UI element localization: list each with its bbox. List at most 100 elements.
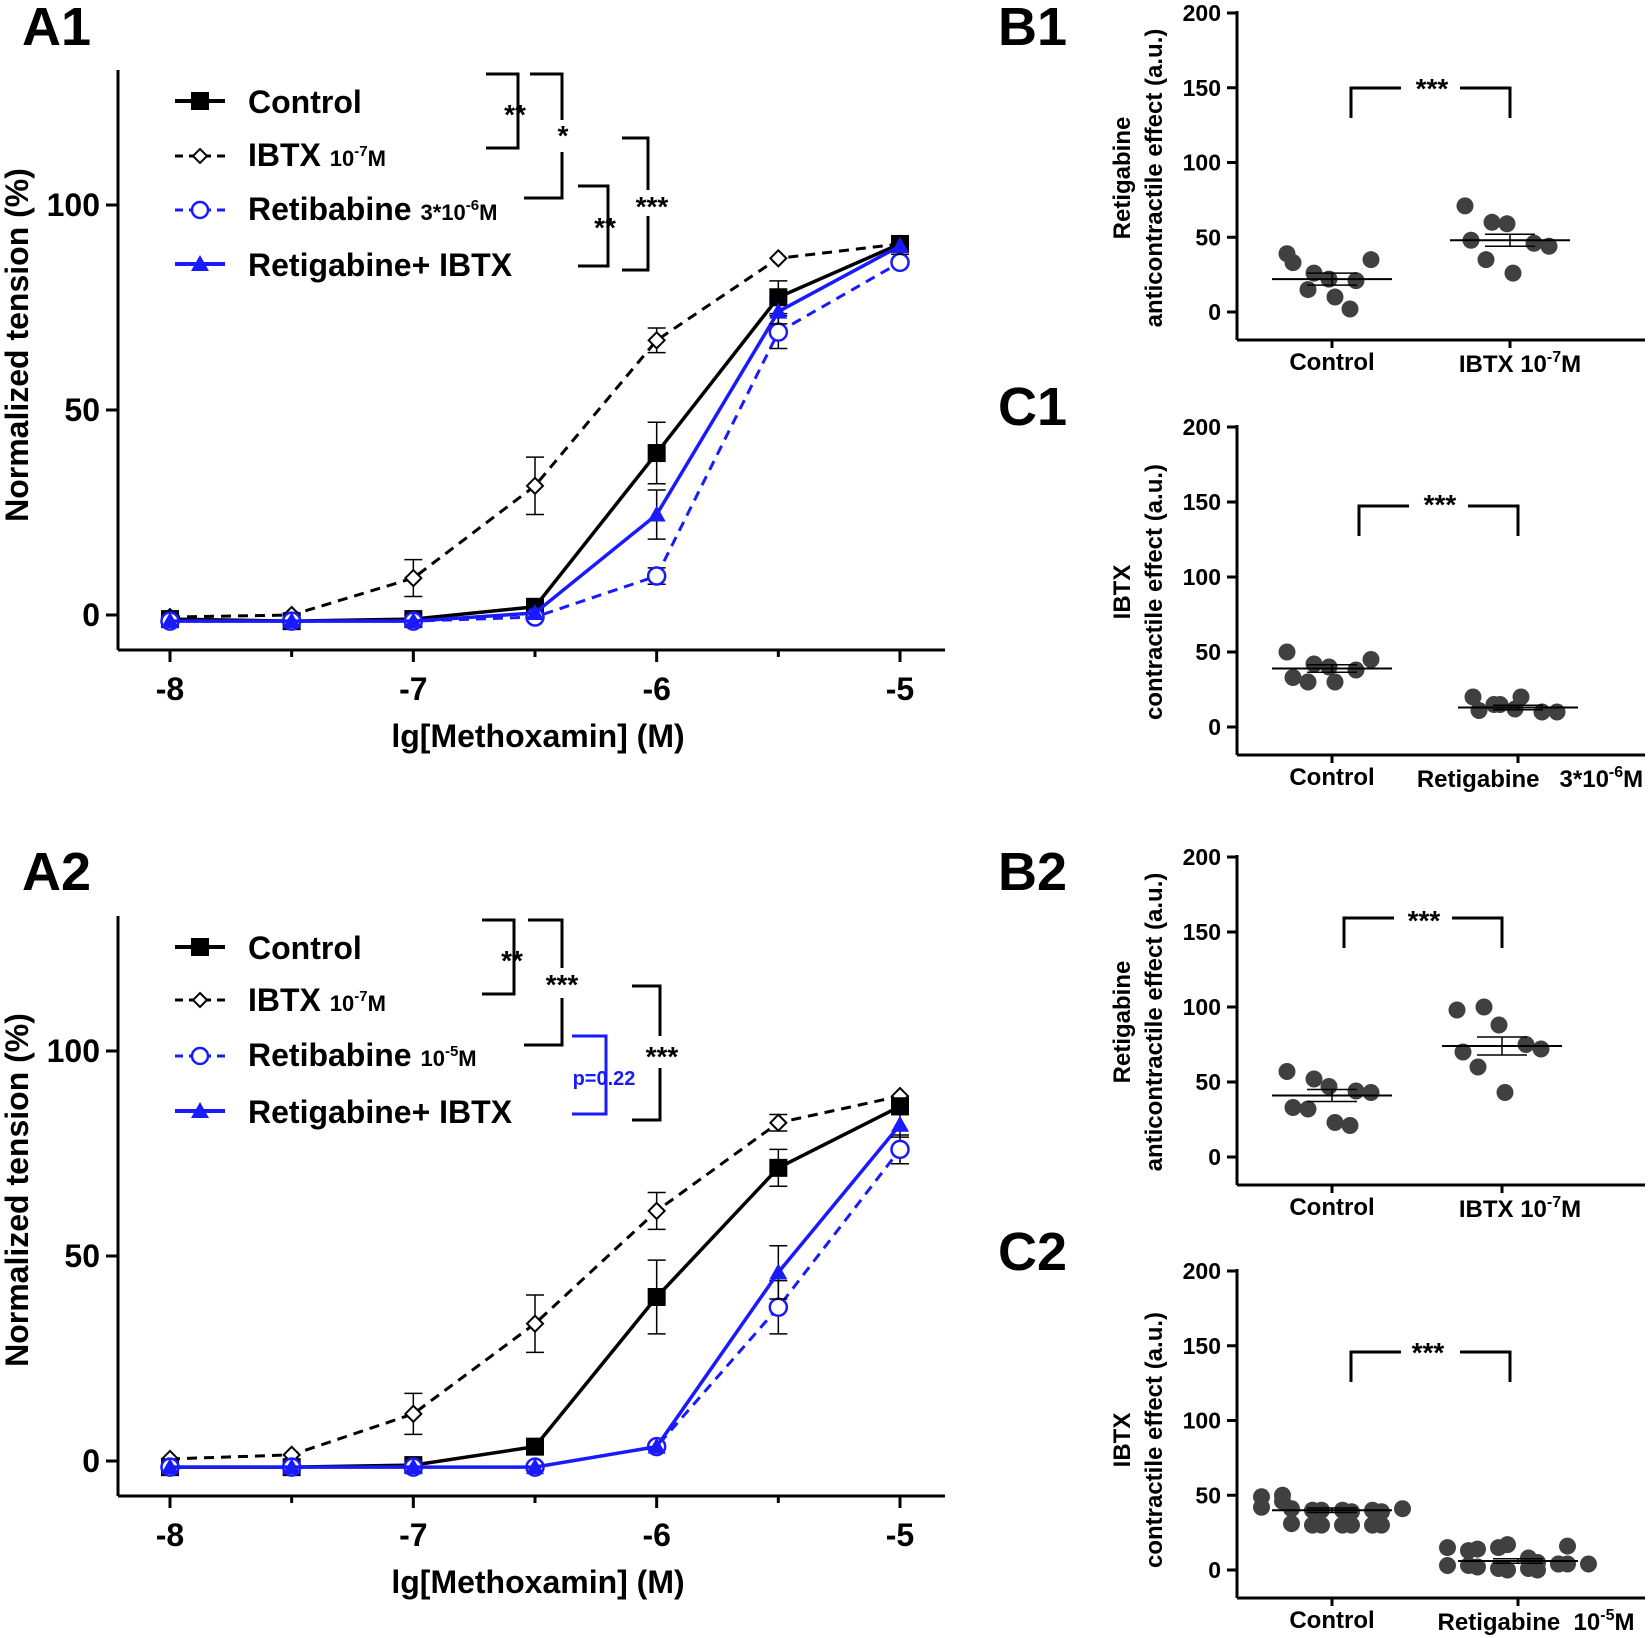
- x-tick-label: -7: [399, 1517, 427, 1553]
- data-point: [1284, 669, 1302, 686]
- a1-sig-1: **: [504, 99, 526, 130]
- a1-legend-retigabine: Retibabine 3*10-6M: [248, 191, 497, 227]
- data-point: [647, 444, 666, 463]
- diamond-marker-icon: [191, 147, 209, 165]
- significance-bracket-left: [1357, 504, 1409, 536]
- data-point: [525, 476, 545, 496]
- significance-bracket-left: [1342, 916, 1394, 948]
- data-point: [1469, 1558, 1486, 1576]
- series-line-control: [169, 242, 901, 623]
- b2-category-control: Control: [1289, 1194, 1374, 1221]
- significance-bracket-right: [1460, 1350, 1512, 1382]
- y-tick-label: 0: [1208, 299, 1221, 325]
- c1-y-axis-label-line1: IBTX: [1109, 565, 1136, 620]
- a2-y-axis-label: Normalized tension (%): [0, 1013, 35, 1367]
- c2-significance-label: ***: [1412, 1337, 1445, 1368]
- data-point: [1517, 1036, 1535, 1053]
- data-point: [768, 322, 789, 342]
- data-point: [404, 612, 423, 629]
- b1-plot-area: [1272, 86, 1570, 318]
- y-tick-label: 50: [1195, 1482, 1221, 1508]
- data-point: [891, 1115, 909, 1132]
- x-tick-label: -5: [886, 1517, 914, 1553]
- data-point: [1439, 1539, 1456, 1557]
- data-point: [890, 252, 910, 273]
- y-tick-label: 100: [1183, 1408, 1221, 1434]
- significance-bracket-left: [1349, 86, 1401, 118]
- data-point: [1499, 1561, 1516, 1579]
- a1-plot-area: [160, 234, 910, 631]
- data-point: [647, 330, 667, 350]
- y-tick-label: 50: [1195, 1069, 1221, 1095]
- c2-category-treatment: Retigabine 10-5M: [1438, 1607, 1635, 1636]
- data-point: [1477, 251, 1495, 269]
- a1-sig-4: ***: [636, 191, 669, 222]
- y-tick-label: 150: [1183, 919, 1221, 945]
- data-point: [1299, 281, 1317, 299]
- y-tick-label: 150: [1183, 1333, 1221, 1359]
- panel-b2: B2 Retigabine anticontractile effect (a.…: [998, 842, 1645, 1223]
- y-tick-label: 200: [1183, 1258, 1221, 1284]
- data-point: [1448, 1001, 1466, 1019]
- data-point: [526, 603, 544, 620]
- y-tick-label: 200: [1183, 414, 1221, 440]
- data-point: [282, 612, 301, 629]
- b2-y-axis-label-line1: Retigabine: [1109, 961, 1136, 1084]
- y-tick-label: 100: [1183, 150, 1221, 176]
- y-tick-label: 100: [47, 187, 100, 223]
- panel-label-b2: B2: [998, 842, 1067, 902]
- y-tick-label: 200: [1183, 844, 1221, 870]
- y-tick-label: 0: [1208, 714, 1221, 740]
- a1-sig-3: **: [594, 212, 616, 243]
- data-point: [769, 1263, 788, 1280]
- c1-significance-label: ***: [1424, 489, 1457, 520]
- panel-a1: A1 Normalized tension (%) lg[Methoxamin]…: [0, 0, 945, 754]
- data-point: [403, 568, 423, 588]
- data-point: [1284, 254, 1302, 272]
- diamond-marker-icon: [191, 991, 209, 1009]
- data-point: [1394, 1500, 1411, 1518]
- data-point: [1525, 234, 1543, 252]
- panel-b1: B1 Retigabine anticontractile effect (a.…: [998, 0, 1645, 378]
- data-point: [1464, 688, 1482, 706]
- a1-legend: Control IBTX 10-7M Retibabine 3*10-6M Re…: [175, 84, 513, 283]
- data-point: [1490, 1016, 1508, 1034]
- a2-significance: [482, 918, 662, 1122]
- a1-legend-ibtx: IBTX 10-7M: [248, 137, 386, 173]
- panel-label-c2: C2: [998, 1222, 1067, 1282]
- data-point: [647, 505, 666, 522]
- data-point: [1475, 998, 1493, 1016]
- data-point: [1532, 1040, 1550, 1058]
- b2-category-treatment: IBTX 10-7M: [1459, 1194, 1581, 1223]
- data-point: [769, 1158, 788, 1177]
- c2-category-control: Control: [1289, 1607, 1374, 1634]
- c2-plot-area: [1253, 1350, 1597, 1579]
- series-line-retigabine-ibtx: [170, 244, 901, 623]
- data-point: [1278, 1063, 1296, 1080]
- y-tick-label: 200: [1183, 0, 1221, 26]
- a1-y-axis-label: Normalized tension (%): [0, 168, 35, 522]
- circle-marker-icon: [190, 200, 210, 220]
- c1-plot-area: [1272, 504, 1578, 721]
- b2-plot-area: [1272, 916, 1562, 1134]
- a2-sig-1: **: [501, 945, 523, 976]
- c1-category-treatment: Retigabine 3*10-6M: [1417, 764, 1643, 793]
- c1-category-control: Control: [1289, 764, 1374, 791]
- data-point: [1512, 688, 1530, 706]
- data-point: [1326, 288, 1344, 306]
- data-point: [1284, 1099, 1302, 1116]
- data-point: [1456, 197, 1474, 215]
- data-point: [1305, 1070, 1323, 1088]
- x-tick-label: -5: [886, 671, 914, 707]
- y-tick-label: 150: [1183, 75, 1221, 101]
- x-tick-label: -8: [156, 671, 184, 707]
- data-point: [161, 1458, 179, 1475]
- data-point: [1499, 1536, 1516, 1554]
- y-tick-label: 50: [64, 1238, 100, 1274]
- data-point: [526, 1437, 544, 1456]
- panel-c1: C1 IBTX contractile effect (a.u.) Contro…: [998, 377, 1645, 793]
- data-point: [1580, 1555, 1597, 1573]
- data-point: [1283, 1500, 1300, 1518]
- data-point: [1343, 1516, 1360, 1534]
- y-tick-label: 100: [1183, 994, 1221, 1020]
